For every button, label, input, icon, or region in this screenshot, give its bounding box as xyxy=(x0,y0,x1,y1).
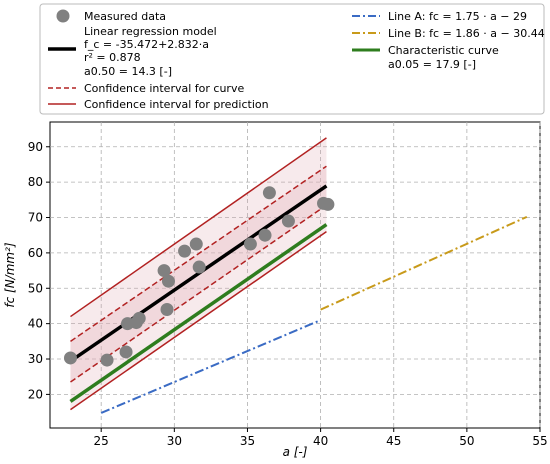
y-tick-label: 30 xyxy=(28,352,43,366)
data-point xyxy=(161,274,175,288)
legend-label-regression-eq: f_c = -35.472+2.832·a xyxy=(84,38,209,51)
data-point xyxy=(132,311,146,325)
data-point xyxy=(189,237,203,251)
y-axis-label: fc [N/mm²] xyxy=(3,242,17,308)
legend-label-regression: Linear regression model xyxy=(84,25,217,38)
x-tick-label: 40 xyxy=(313,434,328,448)
legend-label-regression-r2: r² = 0.878 xyxy=(84,51,141,64)
data-point xyxy=(160,302,174,316)
characteristic-curve xyxy=(69,223,328,403)
legend-label-line-b: Line B: fc = 1.86 · a − 30.44 xyxy=(388,27,545,40)
y-tick-label: 80 xyxy=(28,175,43,189)
data-point xyxy=(63,351,77,365)
data-point xyxy=(258,228,272,242)
y-tick-label: 90 xyxy=(28,140,43,154)
data-point xyxy=(119,345,133,359)
data-point xyxy=(243,237,257,251)
series-lines xyxy=(69,137,528,414)
data-point xyxy=(192,260,206,274)
legend-label-regression-a050: a0.50 = 14.3 [-] xyxy=(84,65,172,78)
legend-left: Measured data Linear regression model f_… xyxy=(48,9,269,111)
legend-label-conf-curve: Confidence interval for curve xyxy=(84,82,244,95)
legend-right: Line A: fc = 1.75 · a − 29 Line B: fc = … xyxy=(352,10,545,71)
y-tick-label: 70 xyxy=(28,211,43,225)
prediction-lower-line xyxy=(70,231,327,411)
legend-box xyxy=(39,3,545,115)
legend-label-characteristic-sub: a0.05 = 17.9 [-] xyxy=(388,58,476,71)
confidence-upper-line xyxy=(70,165,327,342)
measured-points xyxy=(63,186,335,367)
prediction-upper-line xyxy=(70,137,327,318)
x-tick-label: 30 xyxy=(167,434,182,448)
x-tick-label: 50 xyxy=(459,434,474,448)
line-a xyxy=(100,319,321,414)
plot-frame xyxy=(49,121,541,429)
data-point xyxy=(262,186,276,200)
ticks: 25 30 35 40 45 50 55 20 30 40 50 60 70 80 90 xyxy=(28,140,548,448)
data-point xyxy=(321,197,335,211)
data-point xyxy=(281,214,295,228)
regression-line xyxy=(69,184,328,363)
data-point xyxy=(178,244,192,258)
confidence-lower-line xyxy=(70,204,327,383)
y-tick-label: 20 xyxy=(28,387,43,401)
legend-marker-measured xyxy=(56,9,70,23)
data-point xyxy=(100,353,114,367)
legend-label-measured: Measured data xyxy=(84,10,166,23)
line-b xyxy=(320,215,528,311)
y-tick-label: 60 xyxy=(28,246,43,260)
legend-label-line-a: Line A: fc = 1.75 · a − 29 xyxy=(388,10,527,23)
x-tick-label: 55 xyxy=(532,434,547,448)
x-tick-label: 25 xyxy=(94,434,109,448)
legend-label-characteristic: Characteristic curve xyxy=(388,44,499,57)
legend-label-conf-pred: Confidence interval for prediction xyxy=(84,98,269,111)
x-axis-label: a [-] xyxy=(283,445,308,459)
x-tick-label: 35 xyxy=(240,434,255,448)
y-tick-label: 40 xyxy=(28,317,43,331)
data-point xyxy=(157,264,171,278)
y-tick-label: 50 xyxy=(28,281,43,295)
x-tick-label: 45 xyxy=(386,434,401,448)
